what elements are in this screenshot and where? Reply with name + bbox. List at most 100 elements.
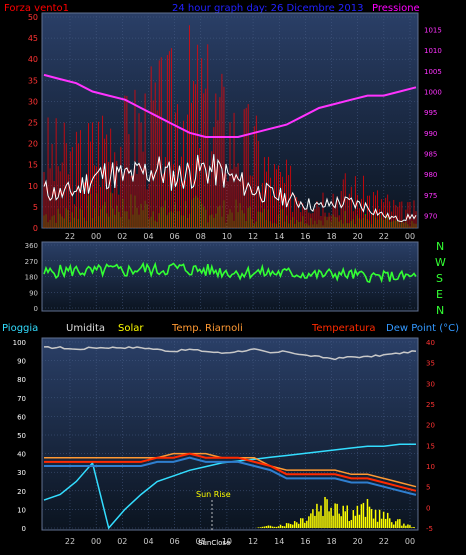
temp-y-tick-label: 10 xyxy=(426,463,435,471)
annotation-sun-rise: Sun Rise xyxy=(196,490,231,499)
grid-lines xyxy=(42,13,418,530)
temp-x-tick-label: 16 xyxy=(300,537,310,546)
dir-s: S xyxy=(436,272,443,285)
temp-x-tick-label: 04 xyxy=(143,537,153,546)
temp-x-tick-label: 14 xyxy=(274,537,284,546)
wind-x-tick-label: 20 xyxy=(353,232,363,241)
dir-n-top: N xyxy=(436,240,444,253)
legend-riarmoli: Temp. Riarnoli xyxy=(171,323,243,334)
axes-labels: 0510152025303540455097097598098599099510… xyxy=(13,13,442,546)
pressure-y-tick-label: 1015 xyxy=(424,26,442,34)
temperature-line xyxy=(44,452,417,492)
pressure-y-tick-label: 1000 xyxy=(424,88,442,96)
dir-w: W xyxy=(435,256,446,269)
pressure-y-tick-label: 990 xyxy=(424,130,437,138)
dir-y-tick-label: 90 xyxy=(29,289,38,297)
temp-y-tick-label: 30 xyxy=(426,380,435,388)
dir-y-tick-label: 270 xyxy=(25,258,38,266)
temp-x-tick-label: 22 xyxy=(379,537,389,546)
wind-x-tick-label: 16 xyxy=(300,232,310,241)
wind-y-tick-label: 50 xyxy=(28,13,38,22)
temp-x-tick-label: 20 xyxy=(353,537,363,546)
header-right-label: Pressione xyxy=(372,3,420,14)
temp-x-tick-label: 08 xyxy=(196,537,206,546)
wind-y-tick-label: 5 xyxy=(33,203,38,212)
wind-x-tick-label: 14 xyxy=(274,232,284,241)
legend-solar: Solar xyxy=(118,323,144,334)
temp-y-tick-label: 20 xyxy=(426,422,435,430)
humidity-line xyxy=(43,346,417,361)
legend-temperatura: Temperatura xyxy=(311,323,376,334)
temp-x-tick-label: 22 xyxy=(65,537,75,546)
pressure-y-tick-label: 970 xyxy=(424,213,437,221)
wind-x-tick-label: 22 xyxy=(379,232,389,241)
wind-x-tick-label: 18 xyxy=(326,232,336,241)
pressure-line xyxy=(43,73,417,138)
temp-x-tick-label: 02 xyxy=(117,537,127,546)
dir-e: E xyxy=(436,288,443,301)
temp-x-tick-label: 06 xyxy=(170,537,180,546)
pressure-y-tick-label: 975 xyxy=(424,192,437,200)
temp-y-tick-label: 25 xyxy=(426,401,435,409)
series-layer xyxy=(43,25,417,530)
temp-x-tick-label: 00 xyxy=(91,537,101,546)
wind-direction-line xyxy=(43,261,417,284)
temp-y-tick-label: 40 xyxy=(426,339,435,347)
humidity-y-tick-label: 80 xyxy=(17,376,26,384)
wind-y-tick-label: 0 xyxy=(33,224,38,233)
dir-y-tick-label: 180 xyxy=(25,274,38,282)
header-left-label: Forza vento1 xyxy=(4,3,69,14)
direction-labels: N W S E N xyxy=(435,240,446,317)
humidity-y-tick-label: 100 xyxy=(13,339,26,347)
wind-x-tick-label: 00 xyxy=(405,232,415,241)
wind-gust-line xyxy=(43,154,417,223)
wind-x-tick-label: 12 xyxy=(248,232,258,241)
wind-y-tick-label: 15 xyxy=(28,161,38,170)
humidity-y-tick-label: 50 xyxy=(17,432,26,440)
wind-x-tick-label: 06 xyxy=(170,232,180,241)
wind-y-tick-label: 45 xyxy=(28,34,38,43)
wind-x-tick-label: 04 xyxy=(143,232,153,241)
dir-n-bottom: N xyxy=(436,304,444,317)
wind-y-tick-label: 20 xyxy=(28,140,38,149)
temp-y-tick-label: 35 xyxy=(426,360,435,368)
temp-x-tick-label: 12 xyxy=(248,537,258,546)
dir-y-tick-label: 360 xyxy=(25,242,38,250)
legend-dewpoint: Dew Point (°C) xyxy=(386,323,459,334)
temp-x-tick-label: 00 xyxy=(405,537,415,546)
pressure-y-tick-label: 1010 xyxy=(424,47,442,55)
humidity-y-tick-label: 70 xyxy=(17,395,26,403)
wind-y-tick-label: 25 xyxy=(28,119,38,128)
humidity-y-tick-label: 10 xyxy=(17,506,26,514)
temp-y-tick-label: 5 xyxy=(426,484,430,492)
wind-x-tick-label: 22 xyxy=(65,232,75,241)
humidity-y-tick-label: 60 xyxy=(17,413,26,421)
humidity-y-tick-label: 90 xyxy=(17,358,26,366)
legend-umidita: Umidita xyxy=(66,323,105,334)
wind-x-tick-label: 08 xyxy=(196,232,206,241)
annotation-sun-close: SunClose xyxy=(198,539,230,547)
temp-x-tick-label: 10 xyxy=(222,537,232,546)
wind-y-tick-label: 30 xyxy=(28,97,38,106)
legend-pioggia: Pioggia xyxy=(2,323,38,334)
pressure-y-tick-label: 980 xyxy=(424,171,437,179)
humidity-y-tick-label: 40 xyxy=(17,451,26,459)
humidity-y-tick-label: 0 xyxy=(22,525,26,533)
temp-panel-legend: Pioggia Umidita Solar Temp. Riarnoli Tem… xyxy=(2,323,459,334)
header-center-label: 24 hour graph day: 26 Dicembre 2013 xyxy=(172,3,363,14)
wind-x-tick-label: 00 xyxy=(91,232,101,241)
wind-x-tick-label: 10 xyxy=(222,232,232,241)
dir-y-tick-label: 0 xyxy=(34,305,38,313)
temp-y-tick-label: -5 xyxy=(426,525,433,533)
humidity-y-tick-label: 20 xyxy=(17,488,26,496)
humidity-y-tick-label: 30 xyxy=(17,469,26,477)
pressure-y-tick-label: 995 xyxy=(424,109,437,117)
temp-x-tick-label: 18 xyxy=(326,537,336,546)
temp-y-tick-label: 0 xyxy=(426,504,430,512)
wind-y-tick-label: 10 xyxy=(28,182,38,191)
wind-y-tick-label: 35 xyxy=(28,76,38,85)
wind-x-tick-label: 02 xyxy=(117,232,127,241)
temp-y-tick-label: 15 xyxy=(426,442,435,450)
